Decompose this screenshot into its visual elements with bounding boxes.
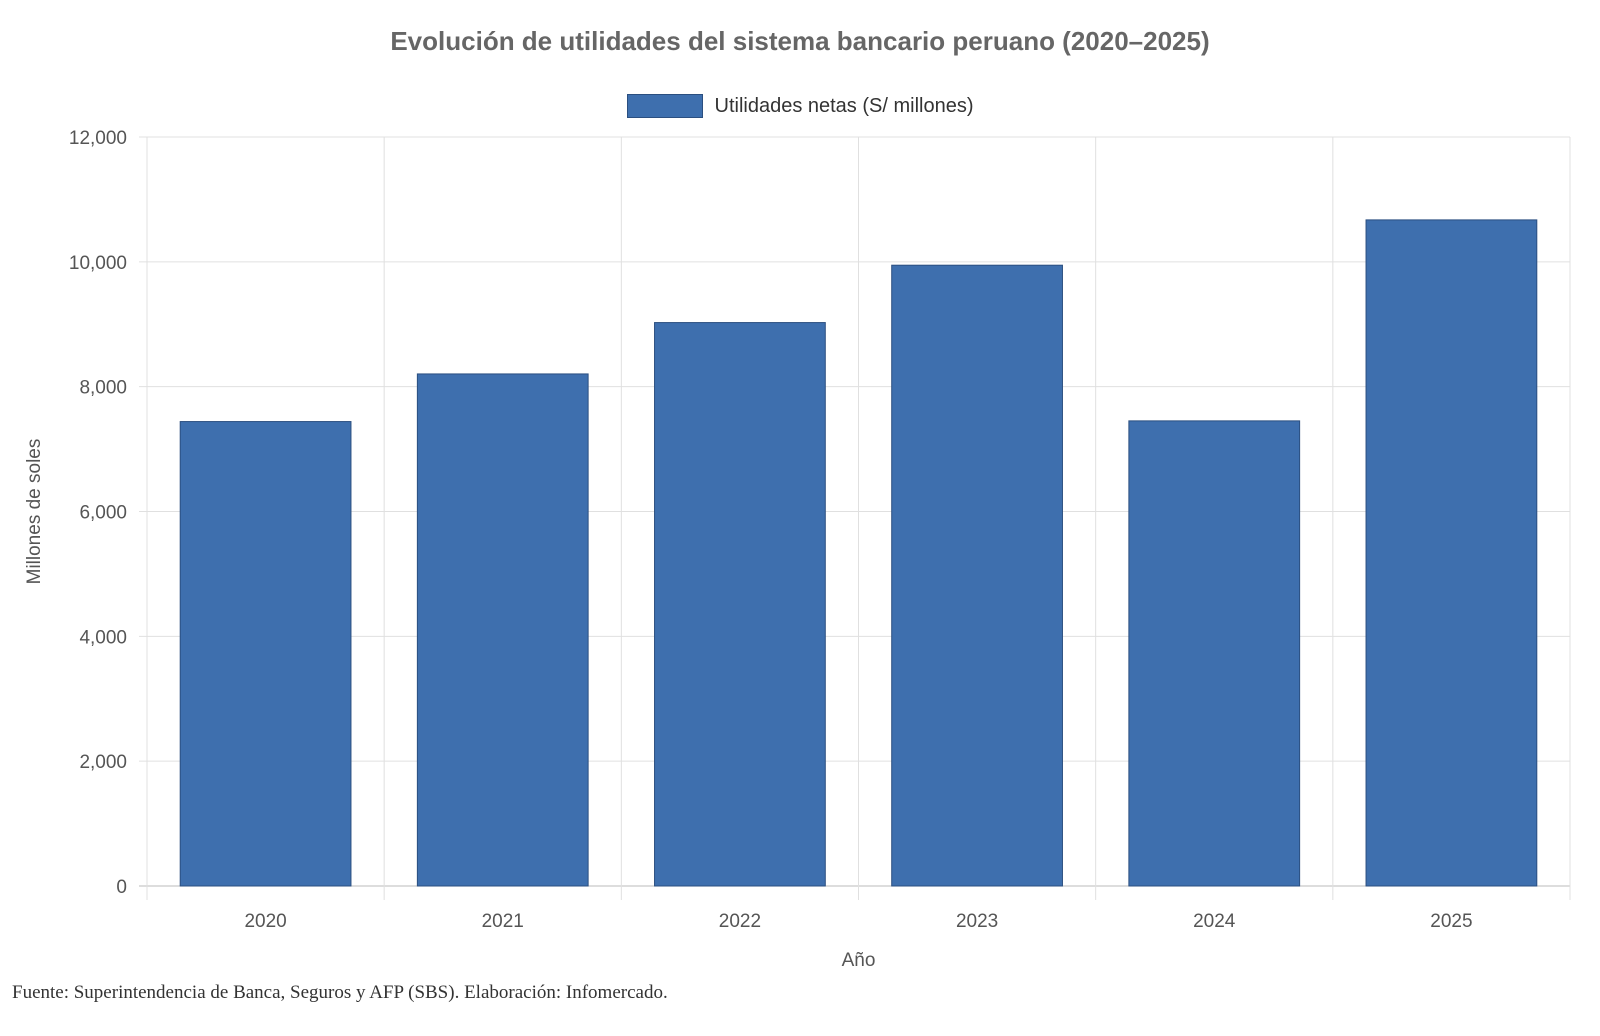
x-tick-label: 2020 xyxy=(244,911,286,932)
y-tick-label: 4,000 xyxy=(79,627,127,648)
y-tick-label: 12,000 xyxy=(69,128,127,149)
y-tick-label: 8,000 xyxy=(79,378,127,399)
x-tick-label: 2025 xyxy=(1430,911,1472,932)
x-tick-label: 2024 xyxy=(1193,911,1236,932)
y-axis-label: Millones de soles xyxy=(24,439,45,585)
x-tick-label: 2023 xyxy=(956,911,998,932)
y-tick-label: 2,000 xyxy=(79,752,127,773)
bar-2021 xyxy=(416,373,589,887)
chart-title: Evolución de utilidades del sistema banc… xyxy=(390,26,1210,56)
legend-swatch xyxy=(626,94,703,118)
source-note: Fuente: Superintendencia de Banca, Segur… xyxy=(12,982,668,1003)
legend-label: Utilidades netas (S/ millones) xyxy=(714,94,974,117)
x-tick-label: 2021 xyxy=(482,911,524,932)
legend: Utilidades netas (S/ millones) xyxy=(0,94,1600,118)
y-tick-label: 6,000 xyxy=(79,503,127,524)
bar-2020 xyxy=(179,421,352,887)
bar-2023 xyxy=(891,264,1063,887)
x-axis-label: Año xyxy=(842,950,876,971)
bar-2024 xyxy=(1128,420,1301,887)
y-tick-label: 10,000 xyxy=(69,253,127,274)
x-tick-label: 2022 xyxy=(719,911,761,932)
bar-2022 xyxy=(654,322,826,887)
y-tick-label: 0 xyxy=(116,877,127,898)
bar-2025 xyxy=(1365,219,1538,887)
